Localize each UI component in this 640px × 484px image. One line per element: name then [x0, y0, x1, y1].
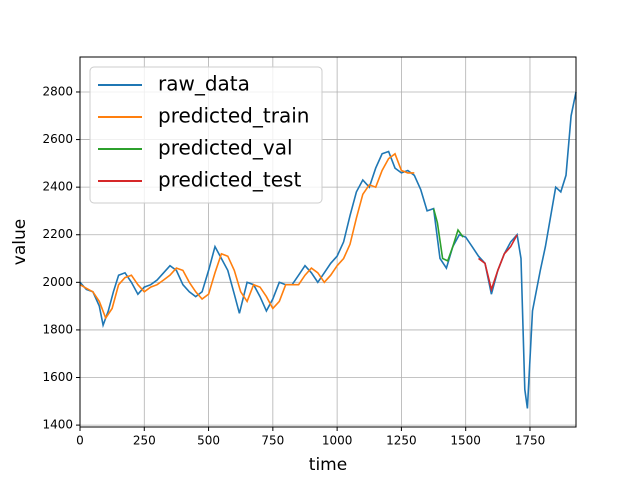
- legend-box: [89, 66, 323, 204]
- y-tick-label: 1800: [42, 322, 73, 336]
- y-tick-label: 2200: [42, 227, 73, 241]
- x-tick-label: 250: [133, 434, 156, 448]
- y-tick-label: 2600: [42, 132, 73, 146]
- y-tick-label: 1400: [42, 418, 73, 432]
- legend-label: raw_data: [158, 72, 250, 96]
- y-tick-label: 2000: [42, 275, 73, 289]
- y-axis-label: value: [10, 219, 30, 265]
- data-line: [79, 152, 415, 320]
- data-line: [432, 208, 464, 262]
- x-axis-label: time: [309, 455, 347, 475]
- y-tick-label: 2400: [42, 180, 73, 194]
- x-tick-label: 1750: [515, 434, 546, 448]
- y-tick-label: 2800: [42, 84, 73, 98]
- x-tick-label: 1500: [450, 434, 481, 448]
- legend-label: predicted_test: [158, 168, 301, 192]
- y-tick-label: 1600: [42, 370, 73, 384]
- legend-label: predicted_train: [158, 104, 309, 128]
- x-tick-label: 0: [76, 434, 84, 448]
- plot-frame: [79, 56, 577, 428]
- legend-label: predicted_val: [158, 136, 293, 160]
- x-tick-label: 750: [261, 434, 284, 448]
- x-tick-label: 1000: [322, 434, 353, 448]
- x-tick-label: 1250: [386, 434, 417, 448]
- data-line: [478, 234, 518, 293]
- x-tick-label: 500: [197, 434, 220, 448]
